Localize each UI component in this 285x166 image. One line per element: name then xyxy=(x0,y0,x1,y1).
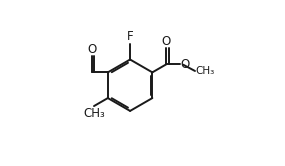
Text: O: O xyxy=(162,35,171,48)
Text: CH₃: CH₃ xyxy=(83,107,105,120)
Text: F: F xyxy=(127,30,133,43)
Text: O: O xyxy=(180,58,190,71)
Text: O: O xyxy=(87,43,97,56)
Text: CH₃: CH₃ xyxy=(196,66,215,76)
